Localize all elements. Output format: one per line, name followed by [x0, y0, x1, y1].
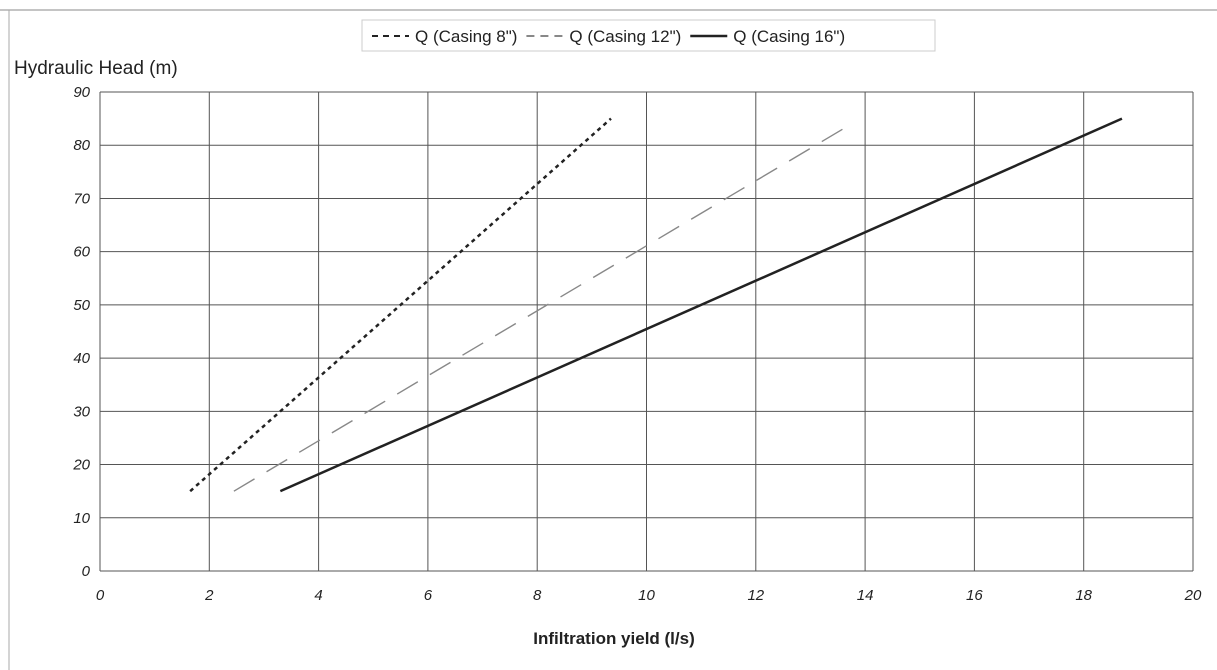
y-tick-label: 20: [72, 457, 90, 474]
y-tick-label: 40: [73, 350, 90, 367]
y-tick-label: 50: [73, 297, 90, 314]
tick-labels: 0 2 4 6 8 10 12 14 16 18 20 0 10 20 30 40 50 60 70 80 90: [72, 84, 1202, 604]
y-tick-label: 60: [73, 244, 90, 261]
y-axis-title: Hydraulic Head (m): [14, 58, 178, 79]
x-axis-title: Infiltration yield (l/s): [533, 629, 695, 648]
legend-label-0: Q (Casing 8"): [415, 27, 517, 46]
x-tick-label: 4: [314, 587, 322, 604]
series-line-2: [279, 117, 1123, 493]
x-tick-label: 2: [204, 587, 214, 604]
grid: [99, 91, 1194, 572]
x-tick-label: 14: [857, 587, 874, 604]
x-tick-label: 20: [1184, 587, 1202, 604]
y-tick-label: 30: [73, 403, 90, 420]
y-tick-label: 0: [82, 563, 91, 580]
series-line-1: [233, 123, 852, 492]
x-tick-label: 12: [747, 587, 764, 604]
x-tick-label: 16: [966, 587, 983, 604]
y-tick-label: 70: [73, 190, 90, 207]
legend-box: [361, 19, 936, 52]
series-lines: [189, 117, 1123, 493]
x-tick-label: 0: [96, 587, 105, 604]
y-tick-label: 80: [73, 137, 90, 154]
series-line-0: [189, 117, 612, 493]
legend-label-2: Q (Casing 16"): [733, 27, 845, 46]
x-tick-label: 6: [424, 587, 433, 604]
legend: Q (Casing 8") Q (Casing 12") Q (Casing 16"…: [361, 19, 936, 52]
y-tick-label: 90: [73, 84, 90, 101]
x-tick-label: 18: [1075, 587, 1092, 604]
y-tick-label: 10: [73, 510, 90, 527]
legend-label-1: Q (Casing 12"): [569, 27, 681, 46]
x-tick-label: 10: [638, 587, 655, 604]
x-tick-label: 8: [533, 587, 542, 604]
